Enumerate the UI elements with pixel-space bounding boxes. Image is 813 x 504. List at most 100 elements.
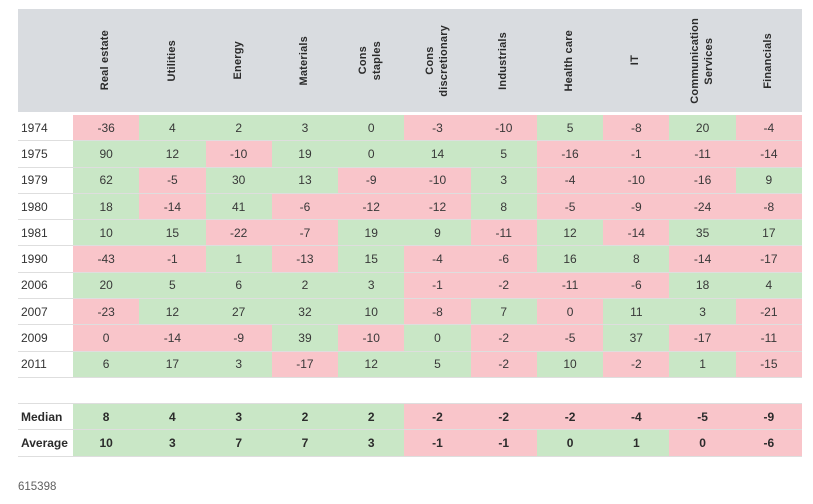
summary-section: Median 8 4 3 2 2 -2 -2 -2 -4 -5 -9 Average 10 3 7 7 3 -1 -1… bbox=[18, 402, 802, 457]
row-label: 2006 bbox=[18, 272, 73, 299]
value-cell: -4 bbox=[603, 403, 670, 430]
column-header-label: IT bbox=[629, 55, 642, 66]
value-cell: 3 bbox=[338, 272, 405, 299]
value-cell: 37 bbox=[603, 325, 670, 351]
value-cell: -6 bbox=[603, 272, 670, 299]
value-cell: -2 bbox=[470, 325, 537, 351]
value-cell: -9 bbox=[338, 167, 405, 193]
sector-performance-table: Real estate Utilities Energy Materials Cons … bbox=[18, 9, 802, 457]
value-cell: 0 bbox=[338, 115, 405, 141]
value-cell: 20 bbox=[669, 115, 736, 141]
value-cell: 16 bbox=[536, 246, 604, 272]
value-cell: -4 bbox=[735, 115, 802, 141]
value-cell: 10 bbox=[73, 220, 140, 246]
value-cell: 10 bbox=[73, 430, 140, 456]
column-header: Materials bbox=[272, 9, 338, 112]
value-cell: -5 bbox=[669, 403, 736, 430]
value-cell: 2 bbox=[338, 403, 405, 430]
column-header-label: Financials bbox=[761, 32, 774, 89]
value-cell: 2 bbox=[271, 403, 339, 430]
value-cell: 15 bbox=[338, 246, 405, 272]
value-cell: 8 bbox=[73, 403, 140, 430]
column-header: IT bbox=[603, 9, 669, 112]
value-cell: -5 bbox=[139, 167, 206, 193]
value-cell: -11 bbox=[470, 220, 537, 246]
table-row: 1980 18 -14 41 -6 -12 -12 8 -5 -9 -24 -8 bbox=[18, 193, 802, 221]
summary-row: Median 8 4 3 2 2 -2 -2 -2 -4 -5 -9 bbox=[18, 403, 802, 431]
value-cell: 17 bbox=[139, 351, 206, 377]
value-cell: 3 bbox=[669, 299, 736, 325]
value-cell: 7 bbox=[271, 430, 339, 456]
value-cell: 5 bbox=[139, 272, 206, 299]
table-row: 2007 -23 12 27 32 10 -8 7 0 11 3 -21 bbox=[18, 299, 802, 326]
value-cell: -9 bbox=[205, 325, 272, 351]
table-row: 1981 10 15 -22 -7 19 9 -11 12 -14 35 17 bbox=[18, 220, 802, 247]
source-id-note: 615398 bbox=[18, 481, 57, 493]
value-cell: 8 bbox=[470, 193, 537, 220]
value-cell: 18 bbox=[669, 272, 736, 299]
value-cell: -11 bbox=[735, 325, 802, 351]
value-cell: 6 bbox=[205, 272, 272, 299]
value-cell: 10 bbox=[338, 299, 405, 325]
value-cell: 27 bbox=[205, 299, 272, 325]
value-cell: 0 bbox=[536, 430, 604, 456]
column-header-label: Industrials bbox=[496, 31, 509, 90]
value-cell: -13 bbox=[271, 246, 339, 272]
value-cell: -43 bbox=[73, 246, 140, 272]
value-cell: 4 bbox=[139, 115, 206, 141]
value-cell: 17 bbox=[735, 220, 802, 246]
column-header: Communication Services bbox=[669, 9, 735, 112]
column-header-label: Real estate bbox=[99, 30, 112, 91]
value-cell: 19 bbox=[338, 220, 405, 246]
value-cell: 5 bbox=[470, 141, 537, 167]
value-cell: -7 bbox=[271, 220, 339, 246]
table-row: 2011 6 17 3 -17 12 5 -2 10 -2 1 -15 bbox=[18, 351, 802, 378]
value-cell: 30 bbox=[205, 167, 272, 193]
column-header-label: Communication Services bbox=[688, 17, 715, 104]
value-cell: 19 bbox=[271, 141, 339, 167]
value-cell: -12 bbox=[338, 193, 405, 220]
value-cell: 12 bbox=[536, 220, 604, 246]
value-cell: -2 bbox=[536, 403, 604, 430]
value-cell: 0 bbox=[338, 141, 405, 167]
column-header-label: Materials bbox=[298, 35, 311, 86]
column-header-label: Cons staples bbox=[357, 40, 384, 81]
row-label: 1981 bbox=[18, 220, 73, 246]
value-cell: -12 bbox=[404, 193, 471, 220]
value-cell: 6 bbox=[73, 351, 140, 377]
table-row: 1979 62 -5 30 13 -9 -10 3 -4 -10 -16 9 bbox=[18, 167, 802, 194]
value-cell: 0 bbox=[73, 325, 140, 351]
value-cell: 1 bbox=[205, 246, 272, 272]
value-cell: 0 bbox=[536, 299, 604, 325]
column-header: Health care bbox=[537, 9, 603, 112]
value-cell: 2 bbox=[205, 115, 272, 141]
value-cell: 2 bbox=[271, 272, 339, 299]
value-cell: 0 bbox=[669, 430, 736, 456]
value-cell: -4 bbox=[404, 246, 471, 272]
value-cell: 7 bbox=[205, 430, 272, 456]
value-cell: -2 bbox=[470, 351, 537, 377]
column-header-label: Utilities bbox=[165, 39, 178, 82]
value-cell: 9 bbox=[404, 220, 471, 246]
column-header: Real estate bbox=[73, 9, 139, 112]
value-cell: -2 bbox=[470, 403, 537, 430]
column-header-label: Health care bbox=[563, 29, 576, 92]
value-cell: -1 bbox=[470, 430, 537, 456]
value-cell: 18 bbox=[73, 193, 140, 220]
value-cell: 12 bbox=[338, 351, 405, 377]
value-cell: -2 bbox=[470, 272, 537, 299]
value-cell: -36 bbox=[73, 115, 140, 141]
value-cell: 5 bbox=[536, 115, 604, 141]
value-cell: -21 bbox=[735, 299, 802, 325]
value-cell: 1 bbox=[603, 430, 670, 456]
value-cell: 0 bbox=[404, 325, 471, 351]
summary-row: Average 10 3 7 7 3 -1 -1 0 1 0 -6 bbox=[18, 430, 802, 457]
value-cell: -14 bbox=[735, 141, 802, 167]
value-cell: 3 bbox=[470, 167, 537, 193]
value-cell: 20 bbox=[73, 272, 140, 299]
value-cell: -8 bbox=[735, 193, 802, 220]
value-cell: -2 bbox=[603, 351, 670, 377]
table-row: 1974 -36 4 2 3 0 -3 -10 5 -8 20 -4 bbox=[18, 115, 802, 142]
value-cell: -2 bbox=[404, 403, 471, 430]
value-cell: -3 bbox=[404, 115, 471, 141]
